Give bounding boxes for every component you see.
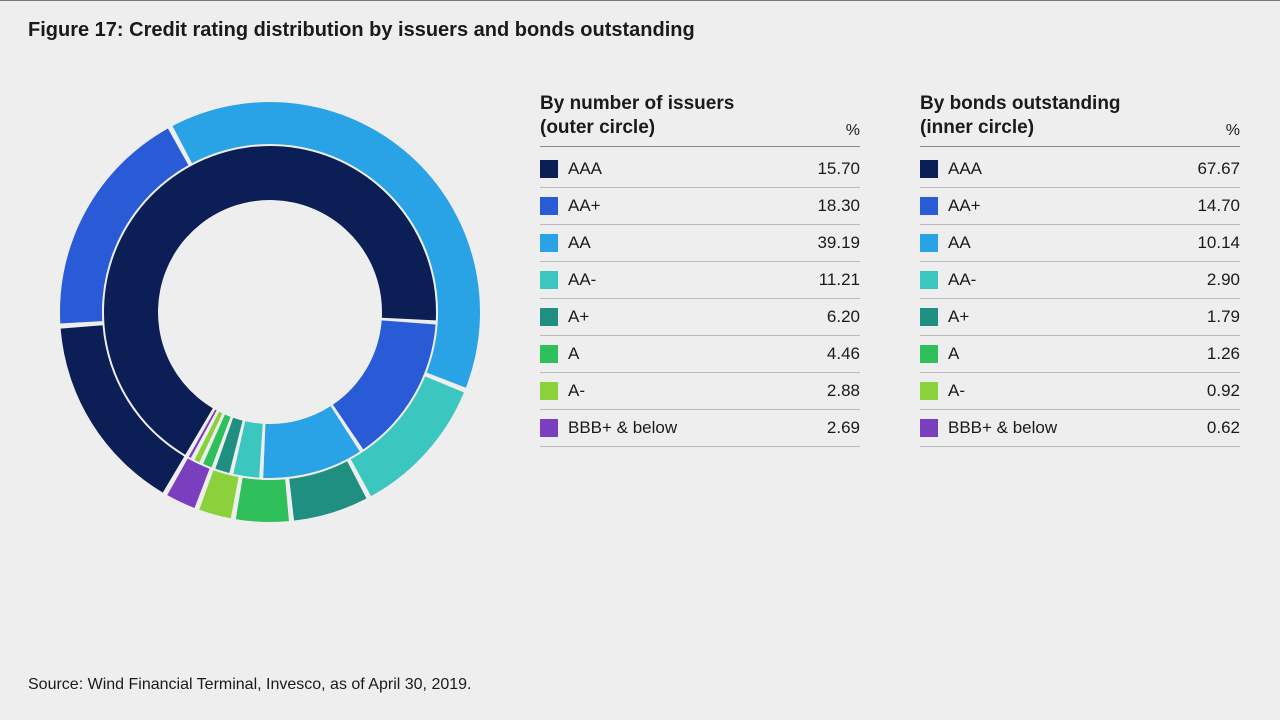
legend-row: BBB+ & below0.62: [920, 410, 1240, 447]
legend-row: A+6.20: [540, 299, 860, 336]
legend-table: By number of issuers(outer circle)%AAA15…: [540, 92, 860, 447]
color-swatch: [920, 419, 938, 437]
color-swatch: [540, 160, 558, 178]
legend-row: AAA15.70: [540, 151, 860, 188]
legend-row: AAA67.67: [920, 151, 1240, 188]
figure-content: By number of issuers(outer circle)%AAA15…: [0, 42, 1280, 542]
color-swatch: [920, 160, 938, 178]
color-swatch: [920, 345, 938, 363]
legend-row: AA+18.30: [540, 188, 860, 225]
legend-row: A-0.92: [920, 373, 1240, 410]
legend-label: AAA: [568, 159, 800, 179]
legend-label: AA-: [948, 270, 1180, 290]
color-swatch: [540, 197, 558, 215]
color-swatch: [920, 308, 938, 326]
legend-value: 1.26: [1180, 344, 1240, 364]
color-swatch: [540, 271, 558, 289]
outer-ring-segment: [236, 478, 289, 522]
legend-value: 6.20: [800, 307, 860, 327]
legend-label: BBB+ & below: [568, 418, 800, 438]
legend-row: A1.26: [920, 336, 1240, 373]
legend-table-header: By number of issuers(outer circle)%: [540, 92, 860, 147]
color-swatch: [920, 234, 938, 252]
legend-value: 14.70: [1180, 196, 1240, 216]
legend-value: 18.30: [800, 196, 860, 216]
legend-row: AA-2.90: [920, 262, 1240, 299]
legend-label: AAA: [948, 159, 1180, 179]
legend-label: A: [948, 344, 1180, 364]
legend-table-title: By number of issuers(outer circle): [540, 92, 734, 140]
figure-title: Figure 17: Credit rating distribution by…: [0, 1, 1280, 42]
legend-tables: By number of issuers(outer circle)%AAA15…: [500, 82, 1240, 447]
color-swatch: [920, 271, 938, 289]
legend-value: 4.46: [800, 344, 860, 364]
legend-label: AA+: [948, 196, 1180, 216]
legend-label: A-: [948, 381, 1180, 401]
color-swatch: [540, 308, 558, 326]
legend-row: A-2.88: [540, 373, 860, 410]
color-swatch: [540, 345, 558, 363]
outer-ring-segment: [172, 102, 480, 388]
legend-value: 11.21: [800, 270, 860, 290]
legend-label: A-: [568, 381, 800, 401]
legend-table-title: By bonds outstanding(inner circle): [920, 92, 1121, 140]
legend-row: BBB+ & below2.69: [540, 410, 860, 447]
legend-value: 10.14: [1180, 233, 1240, 253]
legend-label: A+: [568, 307, 800, 327]
legend-value: 2.88: [800, 381, 860, 401]
legend-label: BBB+ & below: [948, 418, 1180, 438]
color-swatch: [920, 197, 938, 215]
color-swatch: [920, 382, 938, 400]
legend-value: 2.69: [800, 418, 860, 438]
legend-value: 67.67: [1180, 159, 1240, 179]
legend-value: 15.70: [800, 159, 860, 179]
color-swatch: [540, 419, 558, 437]
color-swatch: [540, 234, 558, 252]
legend-row: A4.46: [540, 336, 860, 373]
legend-value: 1.79: [1180, 307, 1240, 327]
legend-table-header: By bonds outstanding(inner circle)%: [920, 92, 1240, 147]
legend-row: AA-11.21: [540, 262, 860, 299]
percent-symbol: %: [1226, 122, 1240, 140]
legend-row: AA+14.70: [920, 188, 1240, 225]
legend-row: A+1.79: [920, 299, 1240, 336]
legend-label: AA: [948, 233, 1180, 253]
legend-label: A+: [948, 307, 1180, 327]
percent-symbol: %: [846, 122, 860, 140]
donut-chart: [40, 82, 500, 542]
legend-row: AA10.14: [920, 225, 1240, 262]
legend-value: 2.90: [1180, 270, 1240, 290]
legend-row: AA39.19: [540, 225, 860, 262]
figure-frame: Figure 17: Credit rating distribution by…: [0, 0, 1280, 720]
legend-label: AA: [568, 233, 800, 253]
legend-value: 39.19: [800, 233, 860, 253]
legend-value: 0.62: [1180, 418, 1240, 438]
legend-label: AA-: [568, 270, 800, 290]
legend-label: AA+: [568, 196, 800, 216]
legend-label: A: [568, 344, 800, 364]
legend-value: 0.92: [1180, 381, 1240, 401]
source-text: Source: Wind Financial Terminal, Invesco…: [28, 676, 471, 694]
legend-table: By bonds outstanding(inner circle)%AAA67…: [920, 92, 1240, 447]
color-swatch: [540, 382, 558, 400]
